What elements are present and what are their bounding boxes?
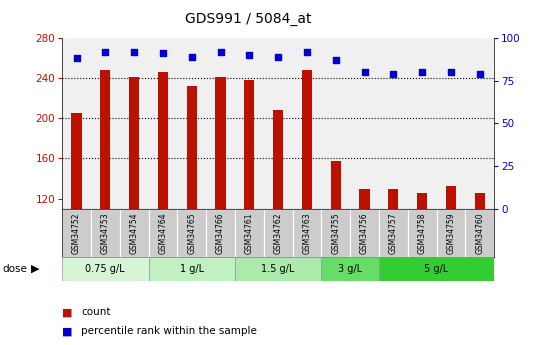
Bar xyxy=(360,189,369,209)
Bar xyxy=(206,209,235,257)
Bar xyxy=(100,70,110,209)
Point xyxy=(274,54,282,59)
Bar xyxy=(148,257,235,281)
Text: GSM34766: GSM34766 xyxy=(216,213,225,254)
Bar xyxy=(388,189,399,209)
Bar xyxy=(244,80,254,209)
Bar xyxy=(446,186,456,209)
Bar xyxy=(215,77,226,209)
Point xyxy=(332,57,340,63)
Bar xyxy=(71,113,82,209)
Text: GDS991 / 5084_at: GDS991 / 5084_at xyxy=(185,12,312,26)
Bar xyxy=(417,193,427,209)
Bar xyxy=(187,86,197,209)
Bar xyxy=(158,72,168,209)
Bar xyxy=(321,209,350,257)
Bar xyxy=(475,193,485,209)
Text: GSM34764: GSM34764 xyxy=(158,213,167,254)
Point xyxy=(216,49,225,55)
Bar xyxy=(148,209,177,257)
Point xyxy=(187,54,196,59)
Text: count: count xyxy=(81,307,111,317)
Text: 0.75 g/L: 0.75 g/L xyxy=(85,264,125,274)
Bar xyxy=(62,209,91,257)
Point xyxy=(447,69,455,75)
Bar xyxy=(408,209,436,257)
Bar xyxy=(465,209,494,257)
Point xyxy=(245,52,254,58)
Text: 1 g/L: 1 g/L xyxy=(180,264,204,274)
Text: GSM34761: GSM34761 xyxy=(245,213,254,254)
Text: 3 g/L: 3 g/L xyxy=(338,264,362,274)
Bar xyxy=(302,70,312,209)
Text: GSM34760: GSM34760 xyxy=(475,213,484,254)
Text: ■: ■ xyxy=(62,307,72,317)
Point xyxy=(475,71,484,77)
Text: ■: ■ xyxy=(62,326,72,336)
Bar xyxy=(177,209,206,257)
Text: GSM34753: GSM34753 xyxy=(101,213,110,254)
Text: ▶: ▶ xyxy=(31,264,40,274)
Text: GSM34765: GSM34765 xyxy=(187,213,196,254)
Bar xyxy=(235,257,321,281)
Bar xyxy=(264,209,293,257)
Text: GSM34763: GSM34763 xyxy=(302,213,312,254)
Bar xyxy=(62,257,149,281)
Bar xyxy=(436,209,465,257)
Bar xyxy=(120,209,148,257)
Text: GSM34762: GSM34762 xyxy=(274,213,282,254)
Point xyxy=(101,49,110,55)
Text: GSM34754: GSM34754 xyxy=(130,213,139,254)
Point xyxy=(389,71,397,77)
Point xyxy=(302,49,311,55)
Point xyxy=(159,51,167,56)
Bar xyxy=(129,77,139,209)
Bar xyxy=(235,209,264,257)
Text: GSM34757: GSM34757 xyxy=(389,213,398,254)
Text: 5 g/L: 5 g/L xyxy=(424,264,449,274)
Text: 1.5 g/L: 1.5 g/L xyxy=(261,264,295,274)
Bar xyxy=(273,110,283,209)
Point xyxy=(72,56,81,61)
Point xyxy=(130,49,138,55)
Bar xyxy=(330,160,341,209)
Point xyxy=(418,69,427,75)
Bar xyxy=(293,209,321,257)
Text: GSM34756: GSM34756 xyxy=(360,213,369,254)
Text: dose: dose xyxy=(3,264,28,274)
Bar xyxy=(91,209,120,257)
Bar xyxy=(350,209,379,257)
Bar xyxy=(379,209,408,257)
Text: GSM34758: GSM34758 xyxy=(417,213,427,254)
Text: GSM34755: GSM34755 xyxy=(331,213,340,254)
Text: percentile rank within the sample: percentile rank within the sample xyxy=(81,326,257,336)
Bar xyxy=(321,257,379,281)
Text: GSM34759: GSM34759 xyxy=(447,213,455,254)
Point xyxy=(360,69,369,75)
Bar xyxy=(379,257,494,281)
Text: GSM34752: GSM34752 xyxy=(72,213,81,254)
